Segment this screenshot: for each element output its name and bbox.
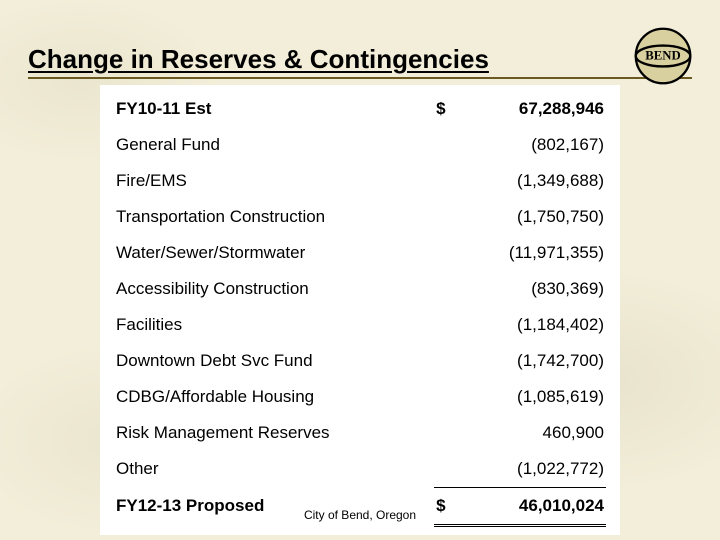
row-label: Other — [114, 451, 434, 488]
table-row: Facilities (1,184,402) — [114, 307, 606, 343]
table-row: Downtown Debt Svc Fund (1,742,700) — [114, 343, 606, 379]
row-value: (1,742,700) — [460, 343, 606, 379]
row-label: Water/Sewer/Stormwater — [114, 235, 434, 271]
currency-symbol — [434, 379, 460, 415]
table-header-row: FY10-11 Est$67,288,946 — [114, 91, 606, 127]
bend-logo: BEND — [634, 27, 692, 85]
currency-symbol: $ — [434, 91, 460, 127]
currency-symbol — [434, 307, 460, 343]
row-value: (1,085,619) — [460, 379, 606, 415]
reserves-table: FY10-11 Est$67,288,946General Fund(802,1… — [114, 91, 606, 527]
table-row: Fire/EMS (1,349,688) — [114, 163, 606, 199]
header-row: Change in Reserves & Contingencies BEND — [28, 44, 692, 79]
row-value: (1,022,772) — [460, 451, 606, 488]
row-label: Risk Management Reserves — [114, 415, 434, 451]
table-row: Transportation Construction (1,750,750) — [114, 199, 606, 235]
row-label: FY10-11 Est — [114, 91, 434, 127]
row-value: (1,349,688) — [460, 163, 606, 199]
row-value: 460,900 — [460, 415, 606, 451]
footer-text: City of Bend, Oregon — [0, 508, 720, 522]
row-label: Facilities — [114, 307, 434, 343]
row-label: Transportation Construction — [114, 199, 434, 235]
currency-symbol — [434, 199, 460, 235]
table-row: Risk Management Reserves 460,900 — [114, 415, 606, 451]
table-row: CDBG/Affordable Housing (1,085,619) — [114, 379, 606, 415]
table-row: Accessibility Construction (830,369) — [114, 271, 606, 307]
table-row: Other (1,022,772) — [114, 451, 606, 488]
row-label: Downtown Debt Svc Fund — [114, 343, 434, 379]
logo-text: BEND — [645, 48, 680, 62]
row-label: General Fund — [114, 127, 434, 163]
row-label: Fire/EMS — [114, 163, 434, 199]
row-value: (11,971,355) — [460, 235, 606, 271]
table-row: General Fund (802,167) — [114, 127, 606, 163]
currency-symbol — [434, 271, 460, 307]
table-row: Water/Sewer/Stormwater (11,971,355) — [114, 235, 606, 271]
row-value: (830,369) — [460, 271, 606, 307]
currency-symbol — [434, 415, 460, 451]
row-value: 67,288,946 — [460, 91, 606, 127]
currency-symbol — [434, 235, 460, 271]
row-value: (802,167) — [460, 127, 606, 163]
row-value: (1,184,402) — [460, 307, 606, 343]
table-container: FY10-11 Est$67,288,946General Fund(802,1… — [100, 85, 620, 535]
currency-symbol — [434, 451, 460, 488]
slide: Change in Reserves & Contingencies BEND … — [0, 0, 720, 540]
row-label: CDBG/Affordable Housing — [114, 379, 434, 415]
currency-symbol — [434, 127, 460, 163]
currency-symbol — [434, 163, 460, 199]
row-label: Accessibility Construction — [114, 271, 434, 307]
row-value: (1,750,750) — [460, 199, 606, 235]
slide-title: Change in Reserves & Contingencies — [28, 44, 489, 75]
currency-symbol — [434, 343, 460, 379]
